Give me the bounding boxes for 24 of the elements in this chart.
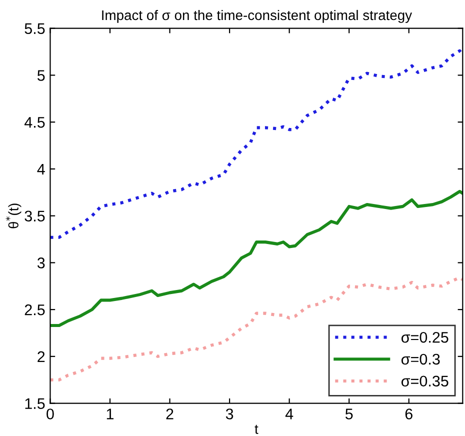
x-tick-label: 3 <box>226 408 234 420</box>
legend-label: σ=0.25 <box>401 332 448 343</box>
y-tick-label: 4.5 <box>24 117 45 128</box>
x-tick-label: 2 <box>166 408 174 420</box>
x-tick-label: 4 <box>285 408 294 420</box>
y-tick-label: 4 <box>37 164 45 174</box>
x-tick-label: 6 <box>405 408 412 420</box>
line-series <box>50 49 463 239</box>
legend-label: σ=0.3 <box>401 354 440 365</box>
y-tick-label: 2.5 <box>24 304 45 316</box>
x-axis-title: t <box>254 424 258 434</box>
y-tick-label: 2 <box>38 351 45 362</box>
y-tick-label: 1.5 <box>25 398 45 409</box>
x-tick-label: 1 <box>106 408 114 420</box>
line-series <box>50 190 463 328</box>
x-tick-label: 5 <box>345 408 353 420</box>
x-tick-label: 0 <box>46 408 54 420</box>
y-tick-label: 3 <box>37 258 45 268</box>
legend-label: σ=0.35 <box>401 376 448 387</box>
chart-title: Impact of σ on the time-consistent optimal strategy <box>102 10 412 23</box>
y-axis-title: θ$^{*}$(t) <box>6 204 22 228</box>
y-tick-label: 3.5 <box>24 210 45 222</box>
y-tick-label: 5 <box>37 70 45 81</box>
y-tick-label: 5.5 <box>24 23 45 34</box>
